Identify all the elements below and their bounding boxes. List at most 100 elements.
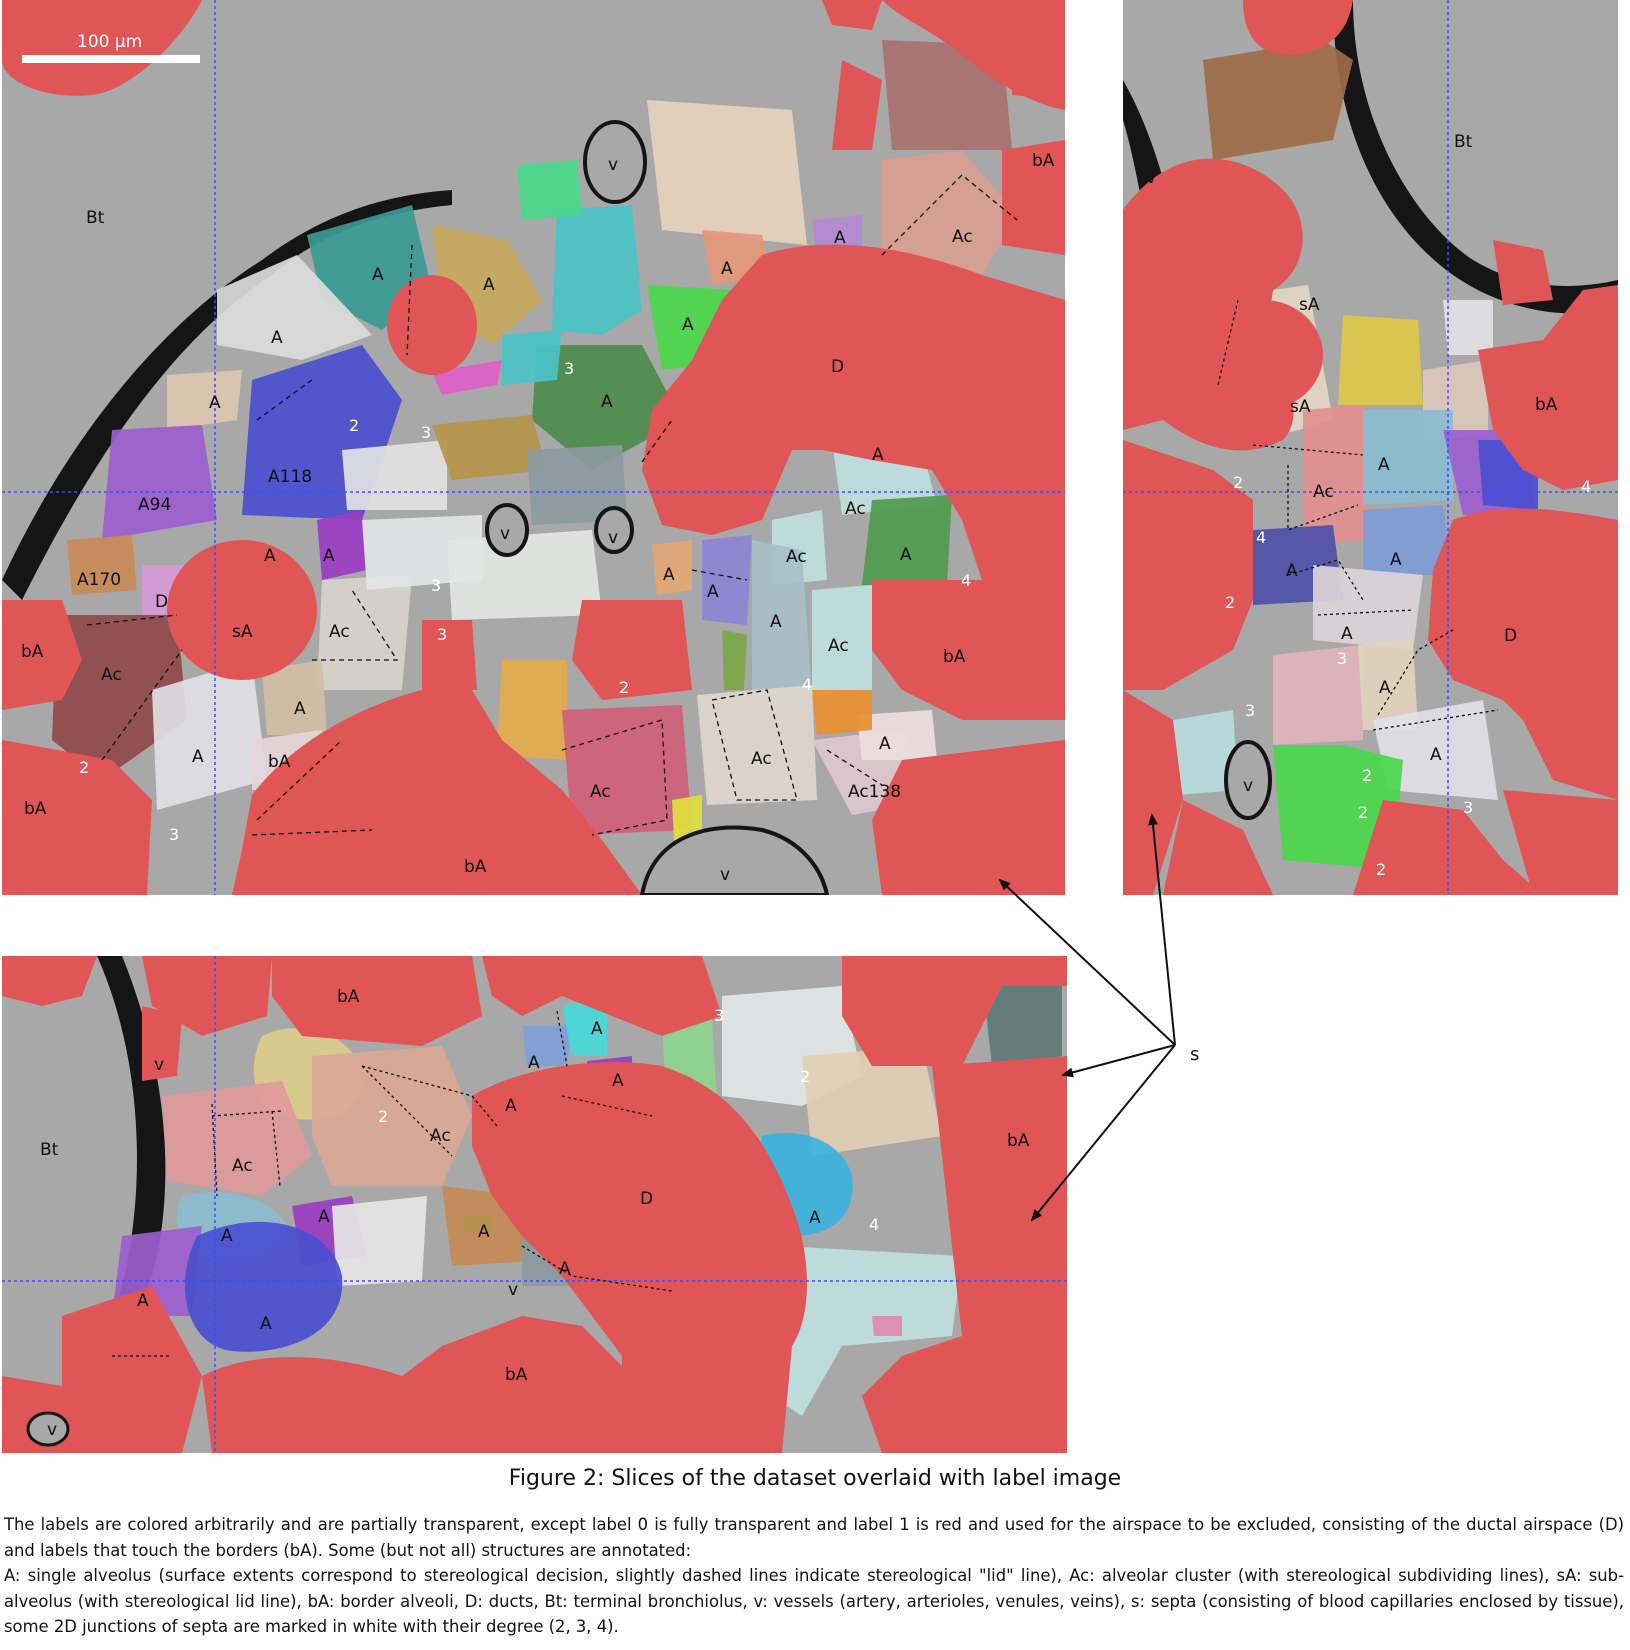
structure-label: A xyxy=(612,1071,624,1091)
structure-label: Ac xyxy=(828,636,849,656)
structure-label: sA xyxy=(1290,397,1311,417)
structure-label: A xyxy=(559,1259,571,1279)
structure-label: Ac xyxy=(1313,482,1334,502)
figure-caption-title: Figure 2: Slices of the dataset overlaid… xyxy=(508,1466,1122,1491)
scale-bar-label: 100 µm xyxy=(77,32,142,52)
structure-label: A xyxy=(137,1291,149,1311)
structure-label: bA xyxy=(21,642,44,662)
structure-label: A xyxy=(372,265,384,285)
bottom-labels: bA v Bt A A A A Ac Ac A A A A A A D A A … xyxy=(40,987,1030,1440)
structure-label: bA xyxy=(464,857,487,877)
panel-top-left: 100 µm Bt A A A A A A A A A A A A A A A … xyxy=(2,0,1065,895)
structure-label: A xyxy=(1430,745,1442,765)
structure-label: A xyxy=(192,747,204,767)
structure-label: A xyxy=(663,565,675,585)
structure-label: bA xyxy=(943,647,966,667)
structure-label: A xyxy=(721,259,733,279)
structure-label: v xyxy=(508,1280,518,1300)
structure-label: Ac xyxy=(590,782,611,802)
structure-label: D xyxy=(1504,626,1517,646)
junction-degree: 2 xyxy=(1233,473,1243,492)
junction-degree: 3 xyxy=(1463,798,1473,817)
structure-label: Bt xyxy=(1454,132,1473,152)
top-right-labels: Bt v sA sA bA A Ac A A A A A A D v xyxy=(1146,132,1558,796)
structure-label: v xyxy=(154,1055,164,1075)
structure-label: sA xyxy=(1299,295,1320,315)
structure-label: A xyxy=(809,1208,821,1228)
structure-label: sA xyxy=(232,622,253,642)
junction-degree: 2 xyxy=(1225,593,1235,612)
structure-label: v xyxy=(500,524,510,544)
structure-label: A xyxy=(601,392,613,412)
junction-degree: 3 xyxy=(714,1006,724,1025)
structure-label: A xyxy=(770,612,782,632)
structure-label: v xyxy=(47,1420,57,1440)
structure-label: A xyxy=(1378,455,1390,475)
caption-paragraph: The labels are colored arbitrarily and a… xyxy=(4,1515,1624,1560)
junction-degree: 3 xyxy=(1245,701,1255,720)
junction-degree: 3 xyxy=(564,359,574,378)
structure-label: v xyxy=(720,865,730,885)
structure-label: A xyxy=(900,545,912,565)
structure-label: D xyxy=(155,592,168,612)
structure-label: A xyxy=(682,315,694,335)
figure-caption-body: The labels are colored arbitrarily and a… xyxy=(4,1512,1624,1640)
structure-label: A xyxy=(483,275,495,295)
structure-label: Ac138 xyxy=(848,782,901,802)
structure-label: A94 xyxy=(138,495,171,515)
structure-label: v xyxy=(1243,776,1253,796)
septa-label: s xyxy=(1190,1044,1200,1065)
structure-label: bA xyxy=(268,752,291,772)
structure-label: Bt xyxy=(40,1140,59,1160)
structure-label: A xyxy=(260,1314,272,1334)
junction-degrees: 2 4 4 2 3 3 2 2 2 3 xyxy=(1225,473,1591,879)
junction-degree: 4 xyxy=(802,675,812,694)
structure-label: A xyxy=(834,228,846,248)
junction-degrees: 3 2 3 3 3 2 4 4 2 3 xyxy=(79,359,971,844)
structure-label: Ac xyxy=(430,1126,451,1146)
structure-label: A xyxy=(221,1226,233,1246)
structure-label: A xyxy=(1341,624,1353,644)
structure-label: Ac xyxy=(845,499,866,519)
structure-label: D xyxy=(640,1189,653,1209)
structure-label: A xyxy=(1379,678,1391,698)
structure-label: A xyxy=(1286,561,1298,581)
junction-degree: 3 xyxy=(1337,649,1347,668)
structure-label: A xyxy=(528,1053,540,1073)
structure-label: A xyxy=(879,734,891,754)
structure-label: A xyxy=(323,546,335,566)
structure-label: v xyxy=(608,155,618,175)
structure-label: A xyxy=(505,1096,517,1116)
structure-label: Ac xyxy=(751,749,772,769)
structure-label: A xyxy=(478,1222,490,1242)
panel-bottom: bA v Bt A A A A Ac Ac A A A A A A D A A … xyxy=(2,956,1067,1453)
structure-label: bA xyxy=(505,1365,528,1385)
structure-label: Ac xyxy=(329,622,350,642)
structure-label: A xyxy=(318,1207,330,1227)
structure-label: Ac xyxy=(952,227,973,247)
structure-label: Ac xyxy=(232,1156,253,1176)
junction-degree: 4 xyxy=(869,1215,879,1234)
panel-top-right: Bt v sA sA bA A Ac A A A A A A D v 2 4 4… xyxy=(1123,0,1618,895)
structure-label: v xyxy=(1146,168,1156,188)
structure-label: A xyxy=(271,328,283,348)
junction-degree: 4 xyxy=(1256,528,1266,547)
structure-label: bA xyxy=(337,987,360,1007)
structure-label: A xyxy=(591,1019,603,1039)
structure-label: A xyxy=(294,699,306,719)
structure-label: A118 xyxy=(268,467,312,487)
structure-label: A170 xyxy=(77,570,121,590)
junction-degree: 3 xyxy=(421,423,431,442)
junction-degree: 2 xyxy=(79,758,89,777)
structure-label: A xyxy=(264,546,276,566)
junction-degree: 3 xyxy=(431,576,441,595)
junction-degree: 4 xyxy=(1581,477,1591,496)
structure-label: A xyxy=(209,393,221,413)
junction-degree: 3 xyxy=(169,825,179,844)
caption-paragraph: A: single alveolus (surface extents corr… xyxy=(4,1566,1624,1636)
junction-degrees: 3 2 2 4 xyxy=(378,1006,879,1234)
junction-degree: 3 xyxy=(437,625,447,644)
junction-degree: 2 xyxy=(619,678,629,697)
structure-label: bA xyxy=(1032,151,1055,171)
